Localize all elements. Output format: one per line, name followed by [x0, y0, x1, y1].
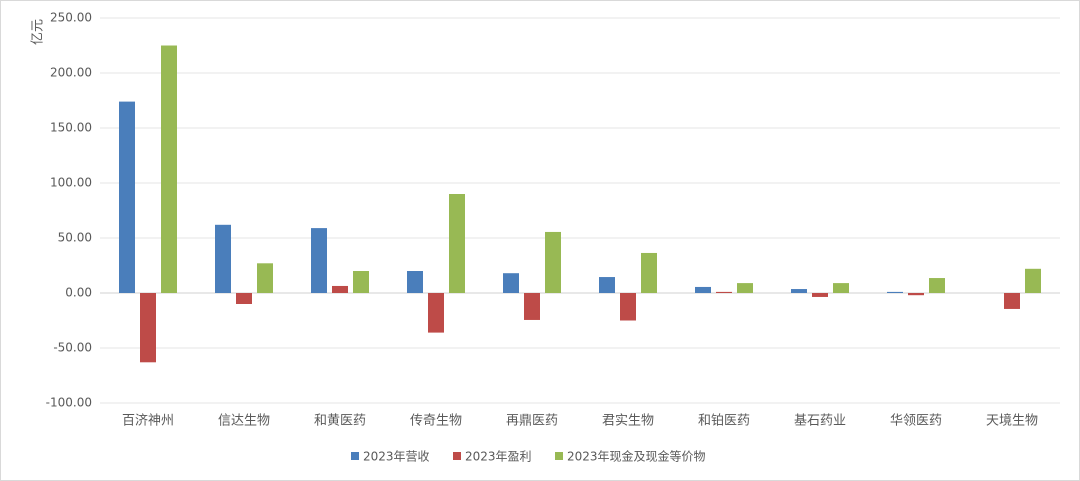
bar	[119, 101, 135, 293]
y-tick-label: 150.00	[50, 121, 92, 135]
x-tick-label: 信达生物	[218, 414, 270, 429]
y-axis-label: 亿元	[31, 19, 46, 45]
x-tick-label: 传奇生物	[410, 413, 462, 429]
legend-swatch	[453, 452, 461, 460]
legend-swatch	[351, 452, 359, 460]
bar	[833, 283, 849, 293]
bar	[428, 293, 444, 333]
bar	[695, 286, 711, 293]
bar	[620, 293, 636, 321]
bar	[1004, 293, 1020, 309]
bar	[599, 277, 615, 293]
bar	[311, 228, 327, 293]
y-tick-label: 200.00	[50, 66, 92, 80]
y-tick-label: 250.00	[50, 11, 92, 25]
bar	[812, 293, 828, 297]
y-tick-label: -100.00	[46, 396, 92, 410]
y-tick-label: -50.00	[53, 341, 92, 355]
bar	[716, 291, 732, 293]
bar	[503, 273, 519, 293]
legend-label: 2023年营收	[363, 450, 430, 464]
bar	[908, 293, 924, 296]
legend-swatch	[555, 452, 563, 460]
x-tick-label: 和黄医药	[314, 414, 366, 429]
bar	[161, 45, 177, 293]
bar	[353, 271, 369, 293]
x-tick-label: 天境生物	[986, 414, 1038, 429]
bar	[524, 293, 540, 320]
bar	[407, 271, 423, 293]
bar	[929, 278, 945, 293]
y-tick-label: 100.00	[50, 176, 92, 190]
y-tick-label: 0.00	[65, 286, 92, 300]
bar	[737, 283, 753, 293]
bar	[236, 293, 252, 304]
bar	[449, 194, 465, 293]
bar	[215, 224, 231, 293]
bar	[1025, 268, 1041, 293]
bar	[332, 285, 348, 293]
legend-label: 2023年现金及现金等价物	[567, 449, 706, 464]
bar	[545, 231, 561, 293]
bar	[887, 291, 903, 293]
x-tick-label: 华领医药	[890, 414, 942, 429]
y-tick-label: 50.00	[58, 231, 92, 245]
legend-label: 2023年盈利	[465, 450, 532, 464]
x-tick-label: 和铂医药	[698, 413, 750, 429]
bar	[641, 252, 657, 293]
x-tick-label: 君实生物	[602, 414, 654, 429]
bar	[791, 289, 807, 293]
x-tick-label: 百济神州	[122, 414, 174, 429]
x-tick-label: 再鼎医药	[506, 414, 558, 429]
bar	[257, 263, 273, 293]
x-tick-label: 基石药业	[794, 414, 846, 429]
bar	[140, 293, 156, 363]
